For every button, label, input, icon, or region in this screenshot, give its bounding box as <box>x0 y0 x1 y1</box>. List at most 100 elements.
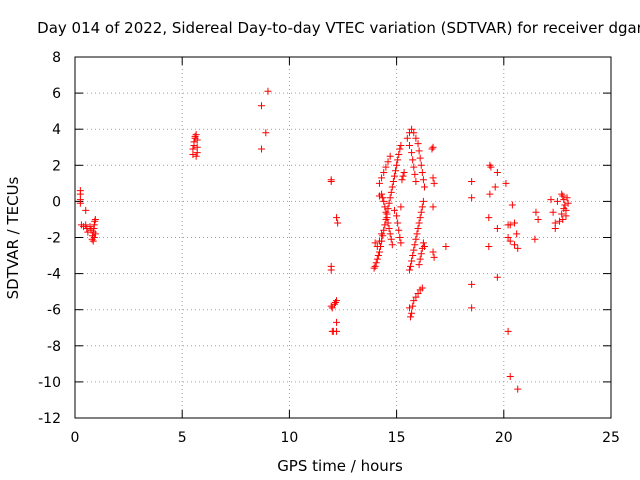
data-point <box>89 237 97 245</box>
data-point <box>409 156 417 164</box>
data-point <box>258 145 266 153</box>
data-point <box>387 188 395 196</box>
data-point <box>429 143 437 151</box>
data-point <box>389 178 397 186</box>
x-tick-label: 15 <box>388 430 406 446</box>
data-point <box>407 313 415 321</box>
data-point <box>82 221 90 229</box>
data-point <box>511 219 519 227</box>
data-point <box>379 232 387 240</box>
data-point <box>385 224 393 232</box>
y-tick-label: 6 <box>52 86 61 102</box>
data-point <box>508 201 516 209</box>
data-point <box>560 205 568 213</box>
data-point <box>410 129 418 137</box>
data-point <box>410 163 418 171</box>
y-tick-label: -10 <box>38 375 61 391</box>
data-point <box>382 163 390 171</box>
data-point <box>400 169 408 177</box>
data-point <box>504 234 512 241</box>
data-point <box>415 147 423 155</box>
data-point <box>506 237 514 245</box>
data-point <box>397 239 405 247</box>
data-point <box>442 243 450 251</box>
data-point <box>333 327 341 335</box>
data-point <box>420 243 428 251</box>
grid-lines <box>75 57 611 418</box>
data-point <box>487 163 495 171</box>
data-point <box>412 235 420 243</box>
data-point <box>378 230 386 238</box>
data-point <box>549 208 557 216</box>
y-axis-label: SDTVAR / TECUs <box>4 176 22 299</box>
data-point <box>412 178 420 186</box>
data-point <box>502 179 510 187</box>
plot-frame <box>74 56 612 419</box>
data-point <box>405 141 413 149</box>
data-point <box>375 179 383 187</box>
data-point <box>394 219 402 227</box>
x-tick-label: 5 <box>178 430 187 446</box>
data-point <box>486 161 494 169</box>
data-point <box>511 241 519 249</box>
data-point <box>420 183 428 191</box>
data-point <box>386 152 394 160</box>
data-point <box>378 174 386 182</box>
data-point <box>82 206 90 214</box>
data-point <box>372 259 380 267</box>
data-point <box>411 170 419 178</box>
data-point <box>532 208 540 216</box>
data-point <box>405 266 413 274</box>
data-point <box>493 169 501 177</box>
data-point <box>413 230 421 238</box>
data-point <box>333 214 341 222</box>
data-point <box>330 300 338 308</box>
data-point <box>393 161 401 169</box>
data-point <box>327 178 335 186</box>
data-point <box>491 183 499 191</box>
data-point <box>396 234 404 241</box>
data-point <box>468 304 476 312</box>
data-point <box>380 169 388 177</box>
data-point <box>551 219 559 227</box>
data-point <box>534 215 542 223</box>
data-point <box>410 246 418 254</box>
data-point <box>468 178 476 186</box>
data-point <box>386 194 394 202</box>
data-point <box>417 208 425 216</box>
data-point <box>397 141 405 149</box>
data-point <box>417 161 425 169</box>
data-point <box>564 199 572 207</box>
data-point <box>553 197 561 205</box>
data-point <box>514 385 522 393</box>
data-point <box>399 172 407 180</box>
data-point <box>416 255 424 263</box>
data-point <box>191 132 199 140</box>
y-tick-label: -2 <box>47 231 61 247</box>
data-point <box>375 237 383 245</box>
data-point <box>412 293 420 301</box>
data-point <box>387 235 395 243</box>
data-point <box>411 241 419 249</box>
data-point <box>264 87 272 95</box>
data-point <box>506 221 514 229</box>
data-point <box>378 190 386 198</box>
data-point <box>412 134 420 142</box>
data-point <box>563 194 571 202</box>
data-point <box>485 214 493 222</box>
data-point <box>410 297 418 305</box>
y-tick-label: -12 <box>38 411 61 427</box>
data-point <box>333 318 341 326</box>
data-point <box>373 255 381 263</box>
data-point <box>493 273 501 281</box>
data-point <box>333 297 341 305</box>
data-point <box>83 224 91 232</box>
data-point <box>385 199 393 207</box>
data-point <box>417 250 425 258</box>
data-point <box>380 226 388 234</box>
y-tick-label: 8 <box>52 50 61 66</box>
data-point <box>407 262 415 270</box>
data-point <box>76 199 84 207</box>
data-point <box>382 208 390 216</box>
